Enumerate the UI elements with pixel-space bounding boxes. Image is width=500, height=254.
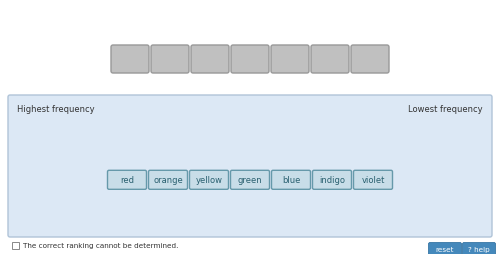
Text: blue: blue: [282, 176, 300, 185]
FancyBboxPatch shape: [12, 242, 19, 249]
Text: violet: violet: [362, 176, 384, 185]
FancyBboxPatch shape: [462, 243, 496, 254]
Text: Lowest frequency: Lowest frequency: [408, 105, 483, 114]
FancyBboxPatch shape: [230, 171, 270, 189]
Text: yellow: yellow: [196, 176, 222, 185]
FancyBboxPatch shape: [271, 46, 309, 74]
FancyBboxPatch shape: [108, 171, 146, 189]
Text: The correct ranking cannot be determined.: The correct ranking cannot be determined…: [23, 243, 178, 248]
Text: red: red: [120, 176, 134, 185]
Text: indigo: indigo: [319, 176, 345, 185]
FancyBboxPatch shape: [8, 96, 492, 237]
Text: reset: reset: [436, 247, 454, 252]
FancyBboxPatch shape: [428, 243, 462, 254]
FancyBboxPatch shape: [190, 171, 228, 189]
FancyBboxPatch shape: [351, 46, 389, 74]
FancyBboxPatch shape: [151, 46, 189, 74]
FancyBboxPatch shape: [191, 46, 229, 74]
FancyBboxPatch shape: [148, 171, 188, 189]
FancyBboxPatch shape: [311, 46, 349, 74]
FancyBboxPatch shape: [111, 46, 149, 74]
FancyBboxPatch shape: [231, 46, 269, 74]
Text: orange: orange: [153, 176, 183, 185]
Text: green: green: [238, 176, 262, 185]
Text: ? help: ? help: [468, 247, 490, 252]
Text: Highest frequency: Highest frequency: [17, 105, 94, 114]
FancyBboxPatch shape: [272, 171, 310, 189]
FancyBboxPatch shape: [312, 171, 352, 189]
FancyBboxPatch shape: [354, 171, 393, 189]
